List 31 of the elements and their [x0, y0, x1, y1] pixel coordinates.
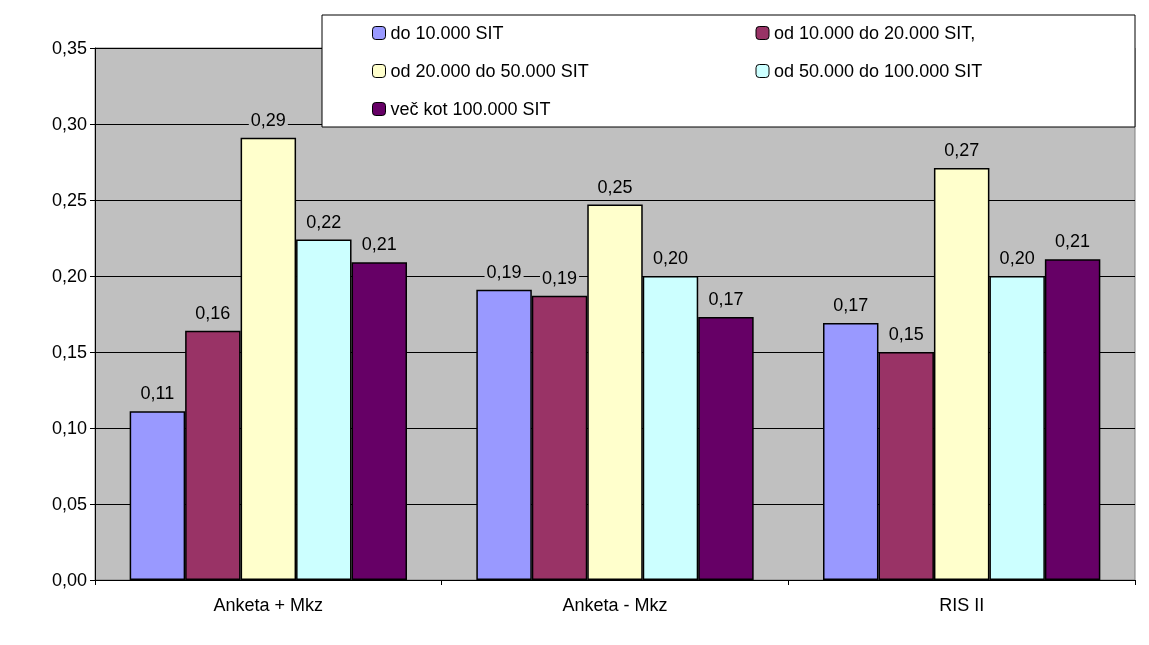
y-tick-label: 0,35	[51, 38, 87, 58]
data-label: 0,25	[597, 176, 633, 197]
y-tick-label: 0,20	[51, 266, 87, 286]
legend-label: več kot 100.000 SIT	[390, 99, 551, 119]
y-tick-label: 0,30	[51, 114, 87, 134]
data-label: 0,21	[361, 234, 397, 255]
x-tick-label: Anketa - Mkz	[562, 595, 668, 615]
legend-label: do 10.000 SIT	[390, 23, 504, 43]
y-tick-label: 0,10	[51, 418, 87, 438]
data-label: 0,27	[944, 140, 980, 161]
x-tick-label: Anketa + Mkz	[213, 595, 324, 615]
data-label: 0,21	[1055, 231, 1091, 252]
data-label: 0,17	[833, 295, 869, 316]
data-label: 0,17	[708, 289, 744, 310]
data-label: 0,19	[486, 261, 522, 282]
legend-label: od 20.000 do 50.000 SIT	[390, 61, 589, 81]
data-label: 0,19	[542, 267, 578, 288]
data-label: 0,29	[250, 109, 286, 130]
legend-label: od 10.000 do 20.000 SIT,	[774, 23, 976, 43]
x-tick-label: RIS II	[939, 595, 985, 615]
data-label: 0,20	[652, 248, 688, 268]
data-label: 0,16	[195, 302, 231, 323]
y-tick-label: 0,05	[51, 494, 87, 514]
data-label: 0,15	[888, 324, 924, 344]
data-label: 0,11	[140, 383, 175, 404]
data-label: 0,22	[306, 211, 342, 232]
legend-label: od 50.000 do 100.000 SIT	[774, 61, 983, 81]
y-tick-label: 0,00	[51, 570, 87, 590]
data-label: 0,20	[999, 248, 1035, 268]
y-tick-label: 0,25	[51, 190, 87, 210]
y-tick-label: 0,15	[51, 342, 87, 362]
